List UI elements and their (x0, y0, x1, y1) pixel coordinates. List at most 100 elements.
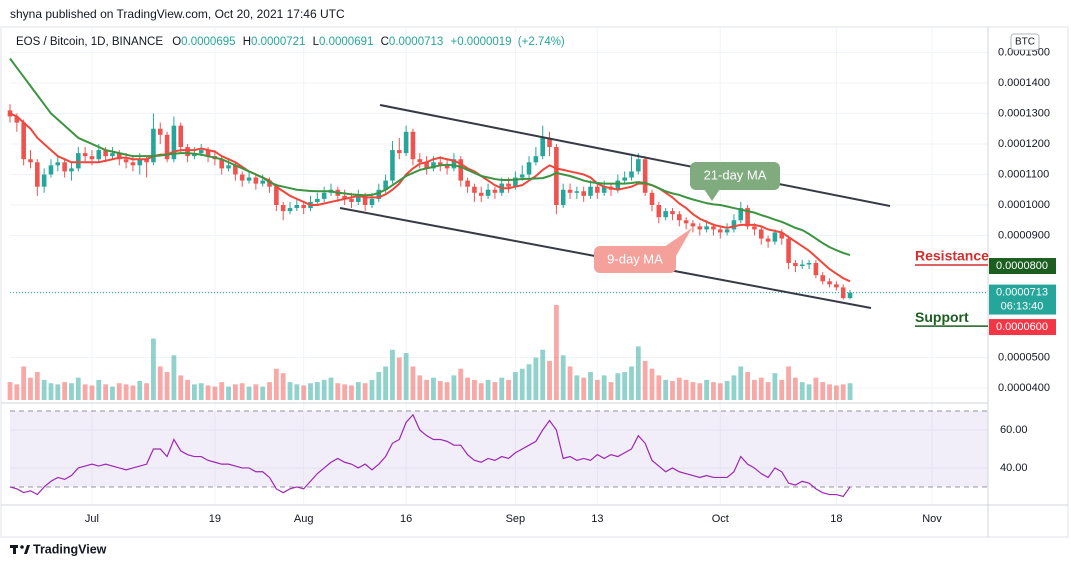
volume-bar (670, 381, 675, 400)
candle-body (485, 189, 491, 196)
volume-bar (273, 368, 279, 400)
volume-bar (335, 383, 341, 400)
ohlc-value: 0.0000721 (251, 36, 305, 48)
volume-bar (157, 366, 163, 400)
candle-body (41, 174, 47, 187)
volume-bar (314, 382, 320, 400)
volume-bar (308, 383, 313, 400)
x-tick-label: Jul (85, 513, 99, 525)
volume-bar (833, 385, 839, 400)
volume-bar (151, 338, 156, 400)
ohlc-value: 0.0000713 (389, 36, 443, 48)
volume-bar (697, 383, 703, 400)
ohlc-key: H (243, 36, 251, 48)
volume-bar (232, 384, 238, 400)
candle-body (793, 262, 798, 267)
candle-body (560, 189, 566, 205)
price-box-label: 0.0000713 (996, 286, 1048, 298)
volume-bar (574, 375, 580, 400)
volume-bar (690, 382, 696, 400)
callout-label: 9-day MA (607, 251, 663, 266)
y-tick-label: 0.0000400 (998, 382, 1050, 394)
candle-body (834, 284, 839, 288)
currency-badge[interactable] (1010, 33, 1040, 51)
currency: BTC (1015, 37, 1035, 48)
volume-bar (451, 375, 457, 400)
candle-body (301, 204, 306, 209)
rsi-band (10, 410, 988, 487)
candle-body (349, 198, 354, 202)
volume-bar (793, 377, 798, 400)
volume-bar (212, 386, 218, 400)
volume-bar (369, 379, 375, 400)
volume-bar (260, 386, 266, 400)
candle-body (226, 165, 231, 169)
callout-pointer (664, 228, 692, 256)
candle-body (731, 220, 737, 230)
volume-bar (294, 384, 300, 400)
candle-body (786, 238, 791, 263)
volume-bar (144, 383, 149, 400)
candle-body (239, 174, 245, 181)
candle-body (342, 195, 347, 199)
candle-body (7, 110, 13, 117)
candle-body (75, 153, 81, 169)
candle-body (171, 125, 177, 160)
y-tick-label: 0.0000900 (998, 229, 1050, 241)
y-tick-label: 0.0001000 (998, 199, 1050, 211)
candle-body (519, 174, 525, 178)
candle-body (677, 214, 682, 221)
symbol: EOS / Bitcoin, 1D, BINANCE (16, 36, 163, 48)
candle-body (656, 204, 662, 218)
volume-bar (786, 366, 791, 400)
volume-bar (96, 379, 102, 400)
candle-body (472, 186, 477, 193)
ma21-callout: 21-day MA (690, 162, 780, 201)
logo-mark (13, 545, 16, 554)
candle-body (89, 156, 95, 160)
volume-bar (738, 366, 744, 400)
candle-body (287, 208, 293, 212)
change-pct: (+2.74%) (518, 36, 565, 48)
volume-bar (581, 377, 587, 400)
candle-body (711, 226, 716, 230)
y-tick-label: 40.00 (1000, 462, 1028, 474)
volume-bar (198, 383, 204, 400)
candle-body (765, 238, 771, 242)
candle-body (185, 147, 190, 157)
candle-body (28, 159, 33, 163)
volume-bar (437, 381, 443, 400)
candle-body (554, 147, 559, 205)
x-tick-label: Sep (506, 513, 526, 525)
volume-bar (48, 383, 54, 400)
volume-bar (403, 353, 409, 400)
volume-bar (547, 360, 552, 400)
volume-bar (287, 382, 293, 400)
candle-body (219, 159, 225, 169)
volume-layer (7, 305, 853, 400)
candle-body (690, 223, 696, 227)
candle-body (758, 229, 764, 239)
volume-bar (676, 377, 682, 400)
volume-bar (560, 355, 566, 400)
candle-body (513, 177, 518, 187)
volume-bar (731, 375, 737, 400)
candle-body (396, 150, 402, 154)
volume-bar (185, 379, 190, 400)
candle-body (847, 292, 853, 299)
volume-bar (683, 379, 689, 400)
volume-bar (492, 382, 498, 400)
candle-body (581, 191, 586, 196)
volume-bar (711, 382, 716, 400)
candle-body (390, 150, 395, 181)
candle-body (574, 191, 580, 193)
y-tick-label: 0.0001400 (998, 77, 1050, 89)
volume-bar (34, 372, 40, 400)
volume-bar (21, 366, 27, 400)
candle-body (683, 220, 689, 224)
volume-bar (472, 379, 477, 400)
price-box-label: 0.0000600 (996, 321, 1048, 333)
candle-body (526, 162, 532, 175)
volume-bar (164, 372, 170, 400)
